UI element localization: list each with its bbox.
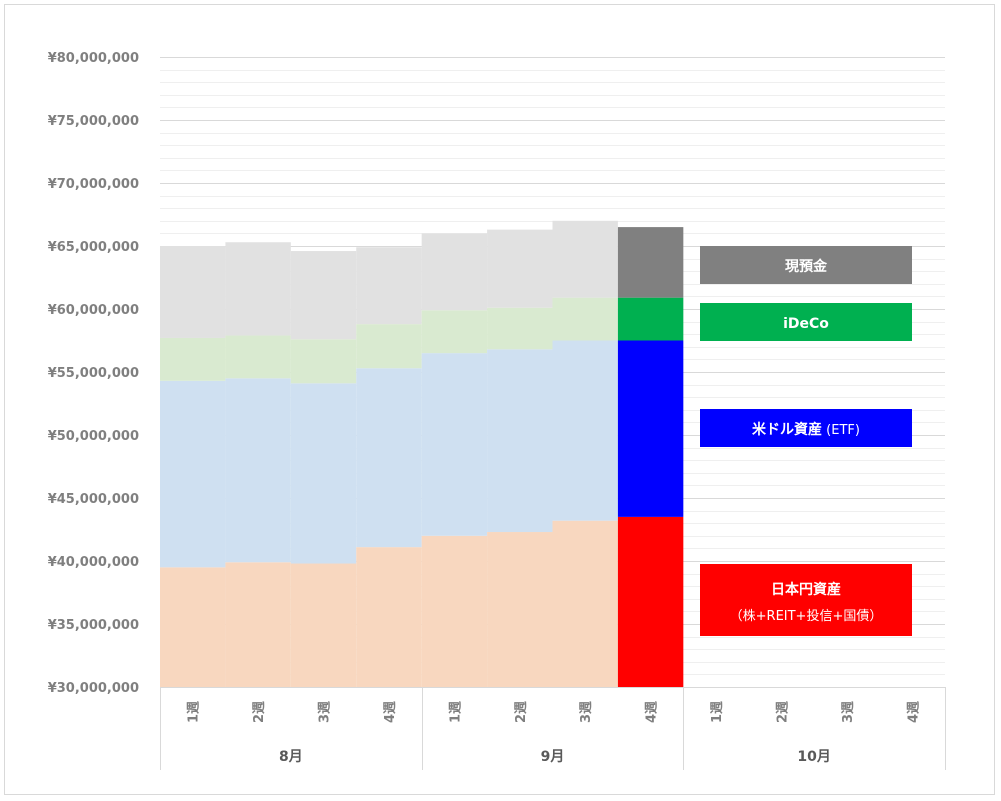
bar-segment	[290, 251, 357, 340]
week-label: 4週	[645, 701, 660, 723]
y-tick-label: ¥65,000,000	[48, 240, 139, 255]
week-label: 4週	[906, 701, 921, 723]
bar-segment	[160, 337, 226, 381]
legend-label: 日本円資産	[771, 581, 841, 598]
legend-swatch	[700, 246, 912, 284]
bar-segment	[356, 547, 422, 687]
y-tick-label: ¥55,000,000	[48, 366, 139, 381]
bar-segment	[552, 340, 618, 521]
bar-segment	[617, 297, 684, 341]
bar-segment	[552, 220, 618, 298]
y-tick-label: ¥35,000,000	[48, 618, 139, 633]
bar-segment	[160, 380, 226, 568]
bar-segment	[421, 233, 488, 311]
month-label: 9月	[541, 749, 565, 765]
bar-segment	[290, 339, 357, 384]
y-tick-label: ¥45,000,000	[48, 492, 139, 507]
week-label: 4週	[383, 701, 398, 723]
legend-label: iDeCo	[783, 316, 829, 332]
x-axis: 1週 2週 3週 4週 1週 2週 3週 4週 1週 2週 3週 4週 8月 9月 10月	[160, 687, 946, 770]
bar-segment	[487, 307, 553, 350]
bar-segment	[225, 335, 291, 379]
bar-segment	[421, 353, 488, 536]
bar-segment	[421, 535, 488, 687]
bar-segment	[356, 247, 422, 325]
bar-segment	[487, 349, 553, 533]
y-tick-label: ¥80,000,000	[48, 51, 139, 66]
bar-segment	[160, 246, 226, 338]
bar-segment	[356, 368, 422, 548]
legend-swatch	[700, 409, 912, 447]
y-tick-label: ¥50,000,000	[48, 429, 139, 444]
bar-segment	[225, 378, 291, 563]
week-label: 2週	[252, 701, 267, 723]
legend: 現預金 iDeCo 米ドル資産 (ETF) 日本円資産 （株+REIT+投信+国債）	[700, 246, 912, 636]
week-label: 3週	[318, 701, 333, 723]
month-label: 10月	[797, 749, 830, 765]
bar-segment	[617, 227, 684, 298]
y-tick-label: ¥30,000,000	[48, 681, 139, 696]
bar-segment	[487, 532, 553, 687]
week-label: 2週	[514, 701, 529, 723]
legend-label: 米ドル資産 (ETF)	[752, 421, 860, 438]
legend-swatch	[700, 564, 912, 636]
bar-segment	[617, 340, 684, 517]
y-axis: ¥80,000,000 ¥75,000,000 ¥70,000,000 ¥65,000…	[48, 51, 139, 696]
chart-frame	[4, 4, 995, 795]
bar-segment	[552, 297, 618, 341]
bar-segment	[225, 562, 291, 687]
week-label: 1週	[448, 701, 463, 723]
bar-segment	[290, 563, 357, 687]
bar-segment	[552, 520, 618, 687]
month-label: 8月	[279, 749, 303, 765]
bars	[160, 220, 684, 687]
week-label: 3週	[579, 701, 594, 723]
bar-segment	[356, 324, 422, 369]
week-label: 2週	[775, 701, 790, 723]
y-tick-label: ¥40,000,000	[48, 555, 139, 570]
legend-sublabel: （株+REIT+投信+国債）	[730, 608, 883, 624]
legend-swatch	[700, 303, 912, 341]
week-label: 1週	[187, 701, 202, 723]
legend-label-suffix: (ETF)	[822, 423, 860, 438]
y-tick-label: ¥70,000,000	[48, 177, 139, 192]
bar-segment	[487, 229, 553, 308]
bar-segment	[225, 242, 291, 336]
week-label: 3週	[841, 701, 856, 723]
y-tick-label: ¥75,000,000	[48, 114, 139, 129]
bar-segment	[160, 567, 226, 687]
bar-segment	[290, 383, 357, 564]
bar-segment	[617, 516, 684, 687]
legend-label: 現預金	[785, 258, 828, 275]
bar-segment	[421, 310, 488, 354]
y-tick-label: ¥60,000,000	[48, 303, 139, 318]
week-label: 1週	[710, 701, 725, 723]
